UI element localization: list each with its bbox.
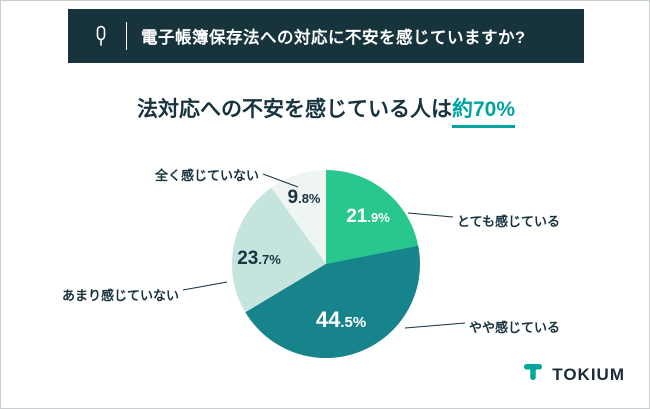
microphone-icon	[86, 21, 116, 51]
brand-logo: TOKIUM	[522, 361, 625, 388]
leader-line	[182, 281, 228, 291]
leader-line	[404, 322, 466, 329]
header-divider	[126, 22, 127, 50]
question-header: 電子帳簿保存法への対応に不安を感じていますか?	[68, 9, 584, 63]
pie-value-label: 21.9%	[346, 206, 390, 227]
tokium-logo-text: TOKIUM	[552, 364, 625, 384]
pie-category-label: 全く感じていない	[154, 168, 259, 183]
summary-highlight: 約70%	[451, 93, 516, 128]
pie-category-label: とても感じている	[457, 214, 560, 229]
pie-category-label: あまり感じていない	[61, 288, 179, 303]
question-title: 電子帳簿保存法への対応に不安を感じていますか?	[141, 29, 526, 47]
pie-value-label: 23.7%	[237, 248, 281, 269]
pie-category-label: やや感じている	[469, 320, 561, 335]
pie-value-label: 44.5%	[315, 307, 367, 332]
summary-headline: 法対応への不安を感じている人は約70%	[1, 93, 649, 128]
tokium-logo-icon	[522, 361, 544, 388]
summary-text: 法対応への不安を感じている人は	[136, 98, 452, 121]
pie-chart	[232, 170, 420, 358]
leader-line	[407, 212, 454, 218]
pie-value-label: 9.8%	[287, 187, 321, 208]
